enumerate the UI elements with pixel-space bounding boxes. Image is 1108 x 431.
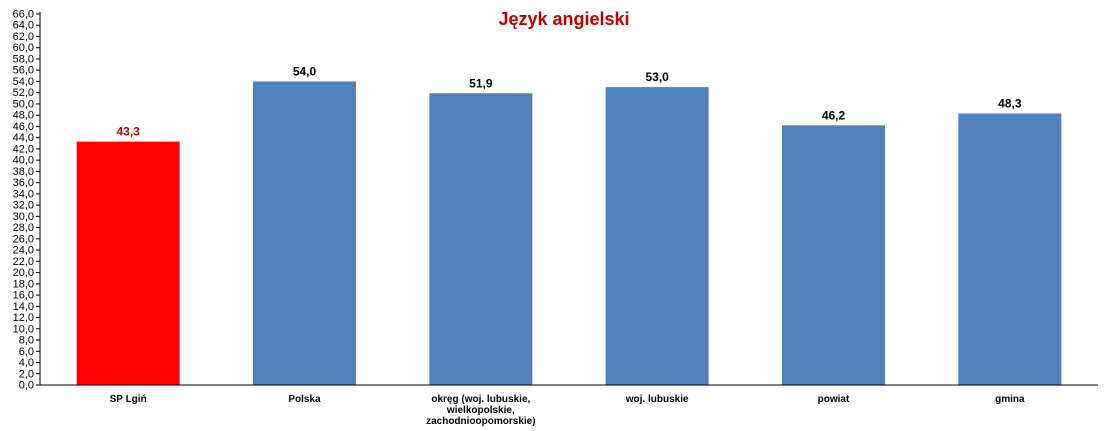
y-tick-label: 26,0 (13, 233, 34, 245)
bar-value-label: 51,9 (469, 76, 493, 90)
y-tick-label: 20,0 (13, 267, 34, 279)
y-tick-label: 18,0 (13, 278, 34, 290)
bar (76, 141, 180, 385)
y-tick-label: 44,0 (13, 132, 34, 144)
y-tick-label: 8,0 (19, 335, 34, 347)
bar-value-label: 46,2 (822, 108, 846, 122)
y-tick-label: 0,0 (19, 380, 34, 392)
y-tick-label: 60,0 (13, 42, 34, 54)
x-category-label: powiat (818, 394, 850, 405)
x-category-label: zachodnioopomorskie) (426, 416, 535, 426)
y-tick-label: 10,0 (13, 323, 34, 335)
y-tick-label: 56,0 (13, 65, 34, 77)
bar-value-label: 54,0 (293, 64, 317, 78)
y-tick-label: 54,0 (13, 76, 34, 88)
y-tick-label: 46,0 (13, 121, 34, 133)
y-tick-label: 30,0 (13, 211, 34, 223)
bar (253, 81, 356, 386)
chart-title: Język angielski (498, 9, 629, 29)
bar (958, 113, 1062, 385)
x-category-label: gmina (995, 394, 1025, 405)
y-tick-label: 22,0 (13, 256, 34, 268)
bar-value-label: 48,3 (998, 96, 1022, 110)
x-category-label: Polska (288, 394, 321, 405)
y-tick-label: 52,0 (13, 87, 34, 99)
y-tick-label: 14,0 (13, 301, 34, 313)
bar (429, 93, 533, 385)
y-tick-label: 6,0 (19, 346, 34, 358)
y-tick-label: 42,0 (13, 143, 34, 155)
bar-value-label: 53,0 (645, 70, 669, 84)
x-category-label: woj. lubuskie (625, 394, 689, 405)
value-labels: 43,3 54,0 51,9 53,0 46,2 48,3 (116, 64, 1021, 138)
y-tick-label: 2,0 (19, 368, 34, 380)
y-tick-label: 34,0 (13, 188, 34, 200)
y-tick-label: 48,0 (13, 110, 34, 122)
y-tick-label: 28,0 (13, 222, 34, 234)
x-axis: SP Lgiń Polska okręg (woj. lubuskie,wielko… (40, 384, 1098, 427)
x-category-label: SP Lgiń (110, 394, 147, 405)
y-tick-label: 38,0 (13, 166, 34, 178)
y-tick-label: 4,0 (19, 357, 34, 369)
y-tick-label: 64,0 (13, 20, 34, 32)
y-tick-label: 32,0 (13, 200, 34, 212)
y-tick-label: 62,0 (13, 31, 34, 43)
x-category-label: okręg (woj. lubuskie, (431, 394, 530, 405)
bar (782, 125, 885, 386)
y-axis: 0,02,04,06,08,010,012,014,016,018,020,02… (13, 9, 41, 392)
x-category-label: wielkopolskie, (446, 405, 515, 416)
y-tick-label: 40,0 (13, 155, 34, 167)
y-tick-label: 16,0 (13, 290, 34, 302)
bar-value-label: 43,3 (116, 125, 140, 139)
bars (76, 81, 1062, 386)
y-tick-label: 12,0 (13, 312, 34, 324)
y-tick-label: 50,0 (13, 98, 34, 110)
y-tick-label: 24,0 (13, 245, 34, 257)
bar (605, 87, 709, 386)
y-tick-label: 66,0 (13, 9, 34, 21)
y-tick-label: 58,0 (13, 53, 34, 65)
y-tick-label: 36,0 (13, 177, 34, 189)
